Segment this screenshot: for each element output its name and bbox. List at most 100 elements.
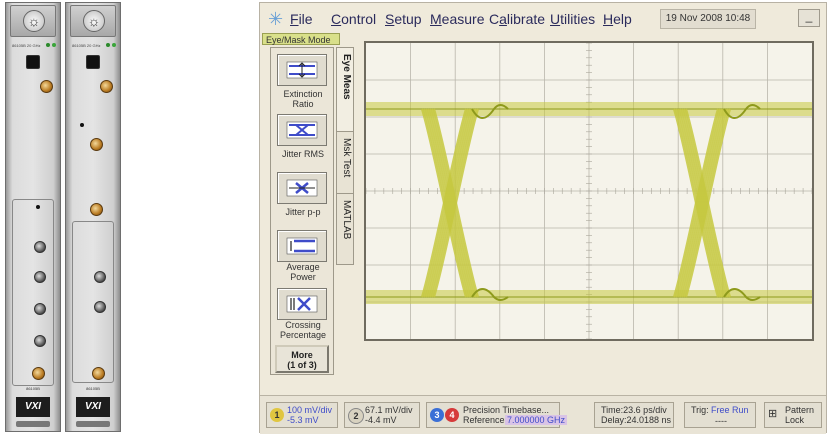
channel-1-scale: 100 mV/div — [287, 405, 333, 415]
eye-transition-rising — [432, 108, 480, 298]
menu-help[interactable]: Help — [603, 11, 632, 27]
eye-transition-rising — [424, 108, 472, 298]
lock-label: Lock — [785, 415, 805, 425]
menu-setup[interactable]: Setup — [385, 11, 422, 27]
optical-input-icon[interactable] — [86, 55, 100, 69]
module-handle — [16, 421, 50, 427]
jack-icon[interactable] — [94, 271, 106, 283]
menu-file[interactable]: File — [290, 11, 313, 27]
jitter-pp-icon — [286, 179, 318, 197]
eye-transition-rising — [678, 108, 726, 298]
channel-2-scale: 67.1 mV/div — [365, 405, 413, 415]
eye-overshoot — [471, 104, 509, 119]
module-left: ☼ 86105B 20 GHz 86105B VXI — [5, 2, 61, 432]
more-page: (1 of 3) — [287, 360, 317, 370]
module-label: 86105B — [86, 386, 100, 391]
more-label: More — [291, 350, 313, 360]
channel-2-box[interactable]: 2 67.1 mV/div -4.4 mV — [344, 402, 420, 428]
scope-window: ✳ File Control Setup Measure Calibrate U… — [259, 2, 827, 434]
module-lower-panel — [12, 199, 54, 386]
eye-transition-rising — [680, 108, 728, 298]
trigger-label: Trig: — [691, 405, 709, 415]
timebase-box[interactable]: 3 4 Precision Timebase... Reference: 7.0… — [426, 402, 568, 428]
jack-icon[interactable] — [34, 271, 46, 283]
optical-input-icon[interactable] — [26, 55, 40, 69]
channel-1-box[interactable]: 1 100 mV/div -5.3 mV — [266, 402, 338, 428]
pattern-lock-box[interactable]: ⊞ Pattern Lock — [764, 402, 822, 428]
eye-overshoot — [723, 288, 761, 301]
waveform-display — [364, 41, 814, 341]
eye-transition-rising — [430, 108, 478, 298]
jitter-rms-icon — [286, 121, 318, 139]
menu-measure[interactable]: Measure — [430, 11, 485, 27]
gear-icon: ☼ — [23, 10, 45, 32]
eye-transition-rising — [676, 108, 724, 298]
timebase-reference-label: Reference: — [463, 415, 508, 425]
tab-eye-meas[interactable]: Eye Meas — [336, 47, 354, 135]
channel-2-badge: 2 — [348, 408, 364, 424]
eye-transition-rising — [422, 108, 470, 298]
timebase-title: Precision Timebase... — [463, 405, 550, 415]
module-text: 86105B 20 GHz — [12, 43, 41, 48]
time-delay: Delay:24.0188 ns — [601, 415, 672, 425]
eye-traces — [366, 102, 812, 304]
module-top-plate: ☼ — [70, 5, 116, 37]
more-button[interactable]: More (1 of 3) — [275, 345, 329, 373]
jack-icon[interactable] — [34, 303, 46, 315]
menu-utilities[interactable]: Utilities — [550, 11, 596, 27]
menu-bar: ✳ File Control Setup Measure Calibrate U… — [260, 3, 826, 33]
time-box[interactable]: Time:23.6 ps/div Delay:24.0188 ns — [594, 402, 674, 428]
jack-icon[interactable] — [34, 335, 46, 347]
status-bar: 1 100 mV/div -5.3 mV 2 67.1 mV/div -4.4 … — [260, 395, 826, 434]
trigger-sub: ---- — [715, 416, 727, 426]
timebase-reference-value: 7.000000 GHz — [505, 415, 568, 425]
module-lower-panel — [72, 221, 114, 383]
connector-icon[interactable] — [92, 367, 105, 380]
connector-icon[interactable] — [90, 203, 103, 216]
eye-transition-rising — [684, 108, 732, 298]
eye-transition-rising — [426, 108, 474, 298]
led-indicator — [112, 43, 116, 47]
gear-icon: ☼ — [83, 10, 105, 32]
channel-3-badge: 3 — [430, 408, 444, 422]
led-indicator — [52, 43, 56, 47]
datetime-display: 19 Nov 2008 10:48 — [660, 9, 756, 29]
module-text: 86105B 20 GHz — [72, 43, 101, 48]
crossing-percentage-label: Crossing Percentage — [279, 320, 327, 340]
pattern-label: Pattern — [785, 405, 815, 415]
module-handle — [76, 421, 110, 427]
trigger-box[interactable]: Trig: Free Run ---- — [684, 402, 756, 428]
eye-overshoot — [723, 104, 761, 119]
menu-calibrate[interactable]: Calibrate — [489, 11, 546, 27]
channel-1-offset: -5.3 mV — [287, 415, 319, 425]
trigger-mode: Free Run — [711, 405, 749, 415]
menu-control[interactable]: Control — [331, 11, 377, 27]
tab-matlab[interactable]: MATLAB — [336, 193, 354, 265]
eye-transition-rising — [682, 108, 730, 298]
vxi-logo: VXI — [76, 397, 110, 417]
eye-transition-rising — [672, 108, 720, 298]
connector-icon[interactable] — [90, 138, 103, 151]
jitter-pp-button[interactable] — [277, 172, 327, 204]
tab-msk-test[interactable]: Msk Test — [336, 131, 354, 195]
jack-icon[interactable] — [34, 241, 46, 253]
average-power-icon — [286, 237, 318, 255]
eye-transition-rising — [674, 108, 722, 298]
minimize-button[interactable]: _ — [798, 9, 820, 27]
connector-icon[interactable] — [40, 80, 53, 93]
channel-4-badge: 4 — [445, 408, 459, 422]
mode-label: Eye/Mask Mode — [262, 33, 340, 45]
module-top-plate: ☼ — [10, 5, 56, 37]
average-power-button[interactable] — [277, 230, 327, 262]
extinction-ratio-button[interactable] — [277, 54, 327, 86]
indicator-dot — [80, 123, 84, 127]
jitter-rms-button[interactable] — [277, 114, 327, 146]
channel-2-offset: -4.4 mV — [365, 415, 397, 425]
extinction-ratio-label: Extinction Ratio — [283, 89, 323, 109]
connector-icon[interactable] — [32, 367, 45, 380]
connector-icon[interactable] — [100, 80, 113, 93]
jack-icon[interactable] — [94, 301, 106, 313]
vxi-logo: VXI — [16, 397, 50, 417]
extinction-ratio-icon — [286, 61, 318, 79]
crossing-percentage-button[interactable] — [277, 288, 327, 320]
